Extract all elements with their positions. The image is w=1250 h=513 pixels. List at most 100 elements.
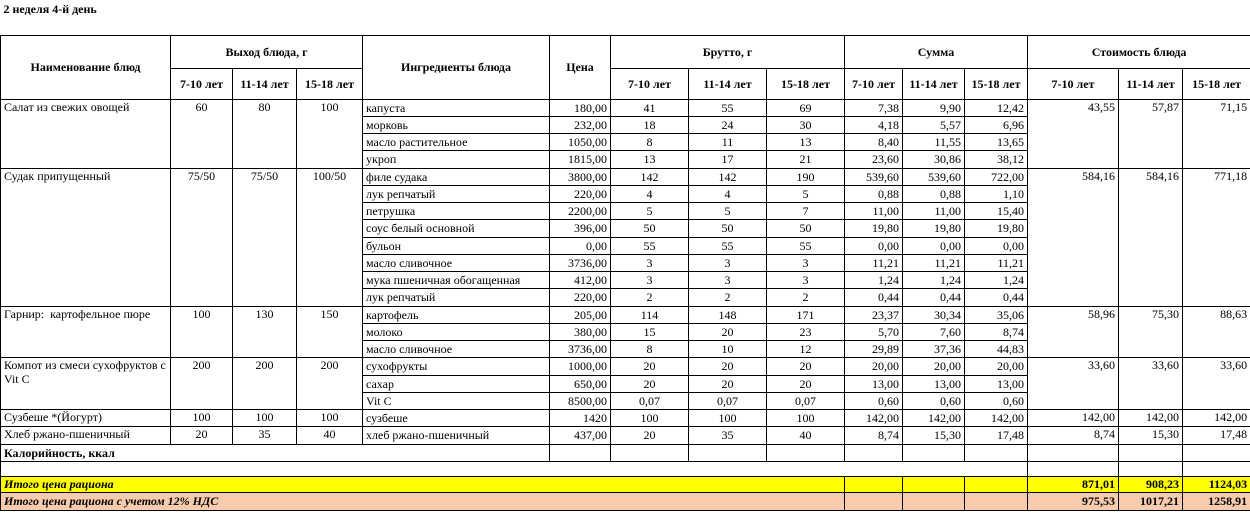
total-value: 1258,91	[1181, 491, 1250, 511]
ingredient-sum: 5,70	[844, 322, 903, 342]
ingredient-brutto: 3	[688, 270, 767, 290]
ingredient-price: 0,00	[549, 236, 611, 255]
row: Калорийность, ккал	[0, 443, 1250, 462]
ingredient-brutto: 69	[766, 98, 845, 117]
dish-yield: 80	[232, 98, 297, 169]
ingredient-name: бульон	[362, 236, 550, 255]
ingredient-price: 1050,00	[549, 132, 611, 152]
ingredient-brutto: 4	[610, 184, 689, 204]
ingredient-sum: 37,36	[902, 339, 965, 359]
ingredient-brutto: 20	[766, 357, 845, 376]
empty-cell	[902, 475, 965, 493]
empty-cell	[1027, 443, 1119, 462]
ingredient-brutto: 17	[688, 150, 767, 169]
ingredient-sum: 8,40	[844, 132, 903, 152]
empty-cell	[1181, 443, 1250, 462]
ingredient-sum: 30,86	[902, 150, 965, 169]
dish-yield: 150	[296, 305, 363, 359]
empty-cell	[844, 491, 903, 511]
ingredient-brutto: 3	[610, 270, 689, 290]
ingredient-sum: 19,80	[964, 219, 1028, 238]
empty-cell	[0, 460, 1028, 477]
ingredient-brutto: 8	[610, 132, 689, 152]
ingredient-sum: 13,00	[902, 374, 965, 393]
ingredient-sum: 11,21	[964, 253, 1028, 273]
dish-yield: 100/50	[296, 167, 363, 307]
sheet-title: 2 неделя 4-й день	[3, 2, 97, 16]
ingredient-name: картофель	[362, 305, 550, 324]
ingredient-brutto: 3	[610, 253, 689, 273]
ingredient-sum: 44,83	[964, 339, 1028, 359]
dish-yield: 100	[296, 98, 363, 169]
header-age: 11-14 лет	[232, 67, 297, 100]
ingredient-brutto: 20	[610, 426, 689, 445]
ingredient-name: капуста	[362, 98, 550, 117]
ingredient-price: 380,00	[549, 322, 611, 342]
ingredient-name: соус белый основной	[362, 219, 550, 238]
ingredient-sum: 0,88	[844, 184, 903, 204]
ingredient-sum: 13,00	[964, 374, 1028, 393]
empty-cell	[1118, 443, 1183, 462]
ingredient-sum: 1,24	[964, 270, 1028, 290]
ingredient-sum: 0,60	[902, 391, 965, 411]
ingredient-price: 2200,00	[549, 201, 611, 221]
header-age: 11-14 лет	[688, 67, 767, 100]
ingredient-brutto: 7	[766, 201, 845, 221]
empty-cell	[688, 443, 767, 462]
ingredient-sum: 23,60	[844, 150, 903, 169]
ingredient-brutto: 4	[688, 184, 767, 204]
ingredient-sum: 15,30	[902, 426, 965, 445]
header-age: 15-18 лет	[964, 67, 1028, 100]
row: Итого цена рациона 871,01 908,23 1124,03	[0, 475, 1250, 493]
header-cost: Стоимость блюда	[1026, 34, 1250, 69]
ingredient-sum: 0,88	[902, 184, 965, 204]
ingredient-sum: 13,65	[964, 132, 1028, 152]
ingredient-brutto: 5	[766, 184, 845, 204]
ingredient-sum: 20,00	[844, 357, 903, 376]
ingredient-name: сахар	[362, 374, 550, 393]
ingredient-sum: 1,10	[964, 184, 1028, 204]
ingredient-sum: 30,34	[902, 305, 965, 324]
ingredient-name: масло растительное	[362, 132, 550, 152]
ingredient-sum: 0,60	[964, 391, 1028, 411]
total-value: 1124,03	[1181, 475, 1250, 493]
ingredient-brutto: 0,07	[766, 391, 845, 411]
header-age: 7-10 лет	[844, 67, 903, 100]
row: 7-10 лет 11-14 лет 15-18 лет 7-10 лет 11-14 …	[1, 67, 1250, 100]
empty-cell	[1118, 460, 1183, 477]
ingredient-name: сузбеше	[362, 408, 550, 428]
ingredient-name: мука пшеничная обогащенная	[362, 270, 550, 290]
empty-cell	[902, 443, 965, 462]
ingredient-sum: 11,00	[844, 201, 903, 221]
row: лук репчатый 220,00 4 4 5 0,88 0,88 1,10	[1, 184, 1250, 204]
dish-cost: 142,00	[1181, 408, 1250, 428]
dish-yield: 130	[232, 305, 297, 359]
ingredient-brutto: 114	[610, 305, 689, 324]
dish-cost: 8,74	[1027, 426, 1119, 445]
row: Компот из смеси сухофруктов с Vit C 200 20…	[0, 357, 1250, 410]
ingredient-sum: 9,90	[902, 98, 965, 117]
ingredient-name: морковь	[362, 115, 550, 135]
dish-cost: 58,96	[1027, 305, 1119, 359]
ingredient-sum: 15,40	[964, 201, 1028, 221]
dish-yield: 200	[296, 357, 363, 410]
header-age: 7-10 лет	[170, 67, 233, 100]
ingredient-price: 650,00	[549, 374, 611, 393]
header-price: Цена	[549, 34, 611, 100]
header-age: 7-10 лет	[1027, 67, 1119, 100]
ingredient-brutto: 10	[688, 339, 767, 359]
row: Гарнир: картофельное пюре 100 130 150 картоф…	[0, 305, 1250, 359]
ingredient-name: петрушка	[362, 201, 550, 221]
dish-yield: 75/50	[170, 167, 233, 307]
empty-cell	[1027, 460, 1119, 477]
ingredient-sum: 35,06	[964, 305, 1028, 324]
total-value: 975,53	[1027, 491, 1119, 511]
dish-name: Хлеб ржано-пшеничный	[0, 426, 171, 445]
empty-cell	[766, 443, 845, 462]
ingredient-brutto: 23	[766, 322, 845, 342]
ingredient-brutto: 142	[688, 167, 767, 186]
ingredient-brutto: 15	[610, 322, 689, 342]
ingredient-brutto: 100	[766, 408, 845, 428]
